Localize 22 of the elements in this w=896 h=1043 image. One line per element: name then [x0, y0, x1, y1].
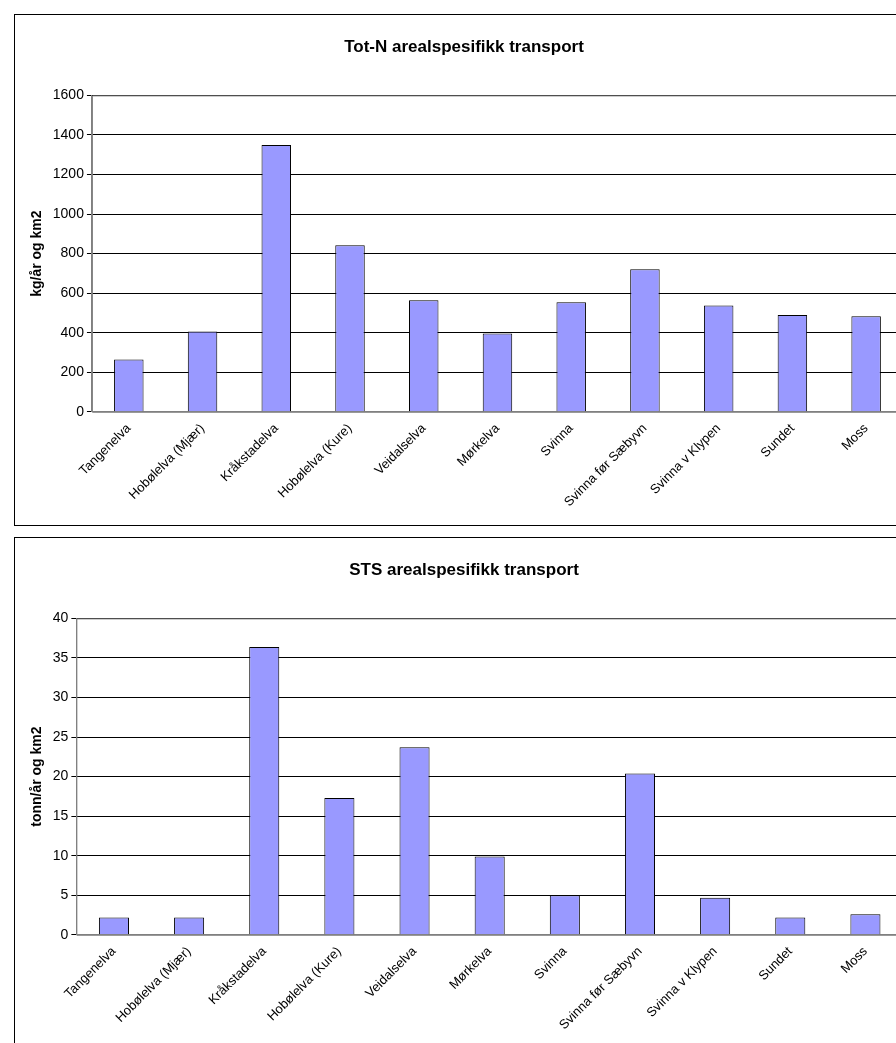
chart-title: STS arealspesifikk transport	[349, 559, 580, 579]
y-tick-label: 1600	[52, 86, 85, 103]
y-tick-label: 15	[52, 807, 69, 824]
y-tick-label: 40	[52, 609, 69, 626]
y-tick-label: 20	[52, 767, 69, 784]
y-tick-label: 35	[52, 648, 69, 665]
y-tick-label: 400	[60, 323, 85, 340]
y-axis-title: kg/år og km2	[28, 210, 45, 297]
y-tick-label: 1400	[52, 125, 85, 142]
y-tick-label: 200	[60, 363, 85, 380]
y-tick-label: 10	[52, 846, 69, 863]
y-axis-title: tonn/år og km2	[28, 726, 45, 827]
y-tick-label: 0	[76, 402, 85, 419]
y-tick-label: 1000	[52, 204, 85, 221]
y-tick-label: 0	[60, 925, 69, 942]
y-tick-label: 600	[60, 284, 85, 301]
y-tick-label: 5	[60, 886, 69, 903]
y-tick-label: 25	[52, 727, 69, 744]
y-tick-label: 30	[52, 688, 69, 705]
y-tick-label: 1200	[52, 165, 85, 182]
y-tick-label: 800	[60, 244, 85, 261]
chart-title: Tot-N arealspesifikk transport	[344, 36, 585, 56]
